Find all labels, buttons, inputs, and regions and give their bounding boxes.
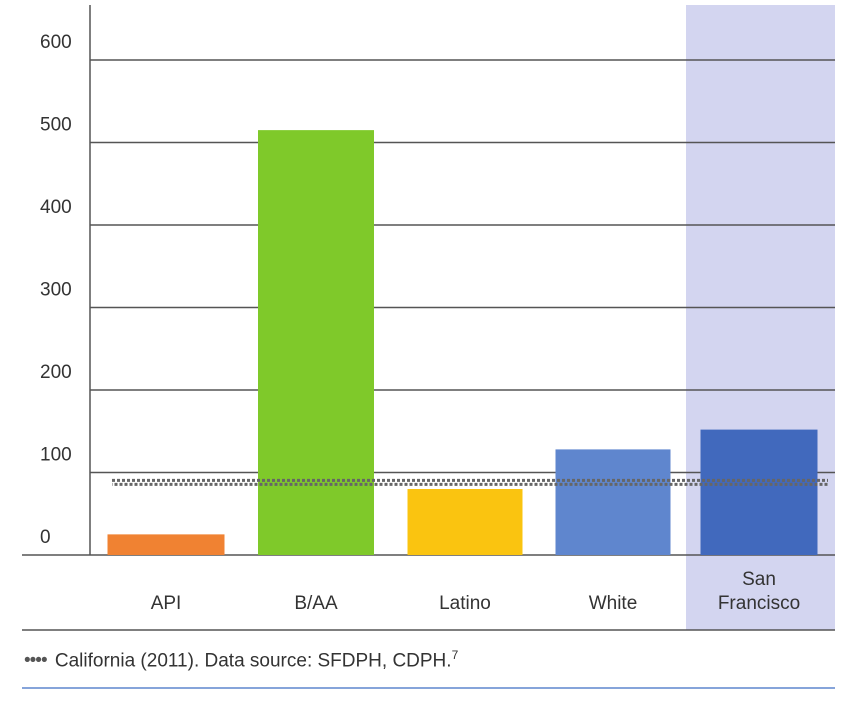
y-tick-label: 400 [40, 197, 72, 218]
x-category-label: San [742, 569, 776, 590]
x-category-label: White [589, 593, 638, 614]
x-category-label: Latino [439, 593, 491, 614]
y-tick-label: 500 [40, 115, 72, 136]
y-tick-label: 0 [40, 527, 51, 548]
bar-api [107, 534, 225, 555]
y-tick-label: 600 [40, 32, 72, 53]
bar-latino [407, 489, 523, 555]
footnote-text: California (2011). Data source: SFDPH, C… [54, 650, 452, 672]
y-tick-label: 100 [40, 445, 72, 466]
x-category-label: API [151, 593, 182, 614]
x-category-label: B/AA [294, 593, 338, 614]
bar-san-francisco [700, 429, 818, 555]
bar-b-aa [258, 130, 374, 555]
chart-footnote: •••• California (2011). Data source: SFD… [24, 648, 458, 672]
reference-line-legend-marker: •••• [24, 650, 51, 672]
bar-white [555, 449, 671, 555]
x-category-label: Francisco [718, 593, 800, 614]
y-tick-label: 200 [40, 362, 72, 383]
footnote-superscript: 7 [451, 648, 459, 662]
y-tick-label: 300 [40, 280, 72, 301]
